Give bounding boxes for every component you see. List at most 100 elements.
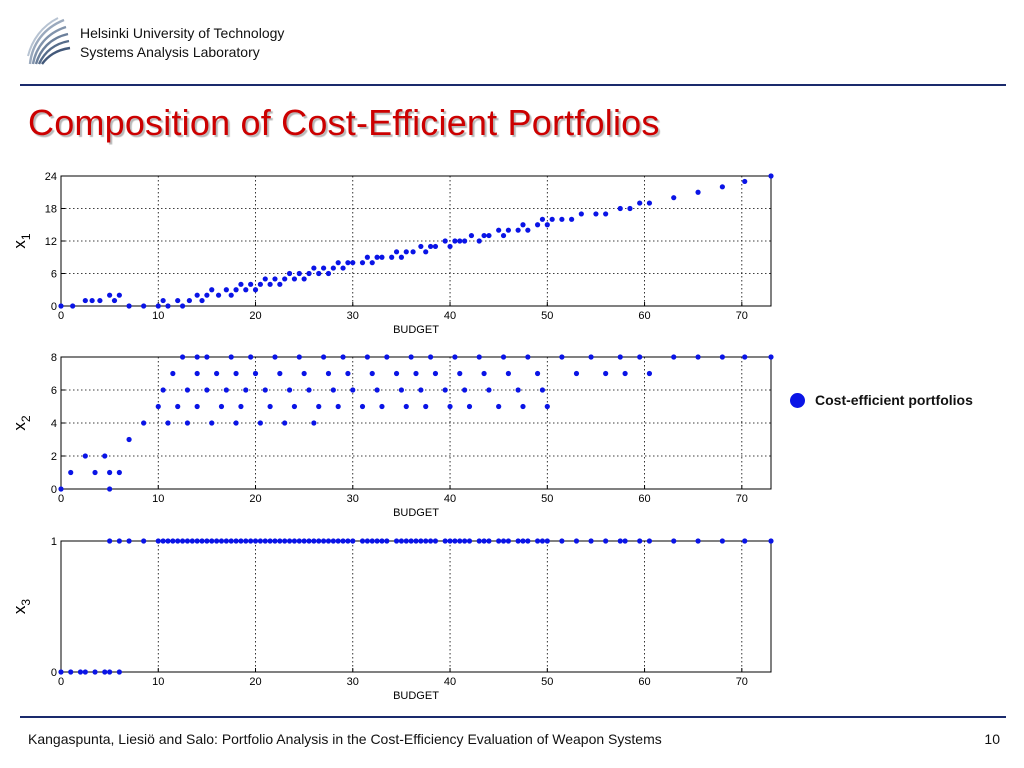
data-point	[186, 297, 192, 304]
data-point	[476, 538, 482, 544]
data-point	[588, 538, 594, 544]
data-point	[578, 211, 584, 217]
data-point	[282, 538, 288, 544]
x-tick-label: 50	[541, 310, 553, 322]
data-point	[223, 538, 229, 544]
x-tick-label: 70	[736, 676, 748, 688]
data-point	[204, 292, 210, 298]
university-logo-icon	[27, 17, 71, 65]
data-point	[462, 387, 468, 393]
data-point	[345, 260, 351, 266]
data-point	[452, 354, 458, 360]
data-point	[257, 538, 263, 544]
data-point	[695, 354, 701, 360]
data-point	[393, 249, 400, 255]
data-point	[330, 538, 336, 544]
data-point	[116, 669, 122, 675]
data-point	[189, 538, 195, 544]
y-tick-label: 12	[45, 236, 57, 248]
data-point	[403, 538, 409, 544]
data-point	[107, 486, 113, 492]
data-point	[155, 303, 161, 309]
data-point	[462, 238, 468, 244]
data-point	[515, 387, 521, 393]
data-point	[116, 292, 122, 298]
data-point	[622, 538, 628, 544]
data-point	[70, 303, 76, 309]
data-point	[345, 370, 351, 377]
data-point	[316, 538, 322, 544]
data-point	[252, 538, 259, 544]
data-point	[350, 538, 356, 544]
data-point	[233, 370, 239, 377]
data-point	[282, 420, 288, 426]
data-point	[102, 669, 108, 675]
data-point	[593, 211, 599, 217]
data-point	[175, 403, 181, 410]
data-point	[184, 420, 191, 426]
data-point	[398, 538, 405, 544]
data-point	[646, 370, 653, 377]
data-point	[179, 354, 186, 360]
data-point	[384, 354, 390, 360]
data-point	[340, 354, 346, 360]
data-point	[306, 538, 312, 544]
data-point	[82, 297, 88, 304]
data-point	[243, 387, 249, 393]
data-point	[316, 403, 322, 410]
data-point	[505, 227, 511, 233]
x-tick-label: 70	[736, 493, 748, 505]
data-point	[359, 260, 366, 266]
data-point	[573, 370, 580, 377]
x-tick-label: 20	[249, 676, 261, 688]
data-point	[393, 370, 400, 377]
data-point	[155, 538, 161, 544]
x-tick-label: 10	[152, 676, 164, 688]
data-point	[345, 538, 351, 544]
data-point	[398, 254, 405, 260]
data-point	[92, 469, 98, 476]
data-point	[374, 538, 380, 544]
data-point	[481, 232, 487, 239]
data-point	[335, 538, 341, 544]
x-tick-label: 60	[638, 676, 650, 688]
data-point	[423, 538, 429, 544]
x-tick-label: 0	[58, 493, 64, 505]
data-point	[505, 538, 511, 544]
x-axis-label: BUDGET	[393, 690, 439, 702]
x-tick-label: 50	[541, 493, 553, 505]
data-point	[671, 354, 677, 360]
data-point	[165, 303, 171, 309]
data-point	[170, 370, 176, 377]
data-point	[447, 538, 453, 544]
data-point	[179, 538, 186, 544]
legend-marker-icon	[790, 392, 805, 408]
data-point	[243, 538, 249, 544]
data-point	[248, 538, 254, 544]
data-point	[637, 538, 643, 544]
data-point	[199, 538, 205, 544]
data-point	[457, 238, 463, 244]
data-point	[58, 669, 64, 675]
data-point	[637, 354, 643, 360]
data-point	[267, 281, 273, 287]
data-point	[534, 538, 541, 544]
data-point	[194, 538, 200, 544]
data-point	[573, 538, 580, 544]
data-point	[442, 387, 448, 393]
data-point	[457, 370, 463, 377]
header-divider	[20, 84, 1006, 86]
data-point	[209, 538, 215, 544]
data-point	[359, 538, 366, 544]
data-point	[403, 403, 409, 410]
data-point	[199, 297, 205, 304]
data-point	[209, 420, 215, 426]
y-tick-label: 4	[51, 418, 57, 430]
y-axis-label: x1	[10, 233, 33, 249]
data-point	[291, 276, 298, 282]
data-point	[496, 227, 502, 233]
data-point	[544, 403, 550, 410]
data-point	[413, 370, 419, 377]
data-point	[617, 354, 623, 360]
data-point	[215, 292, 222, 298]
